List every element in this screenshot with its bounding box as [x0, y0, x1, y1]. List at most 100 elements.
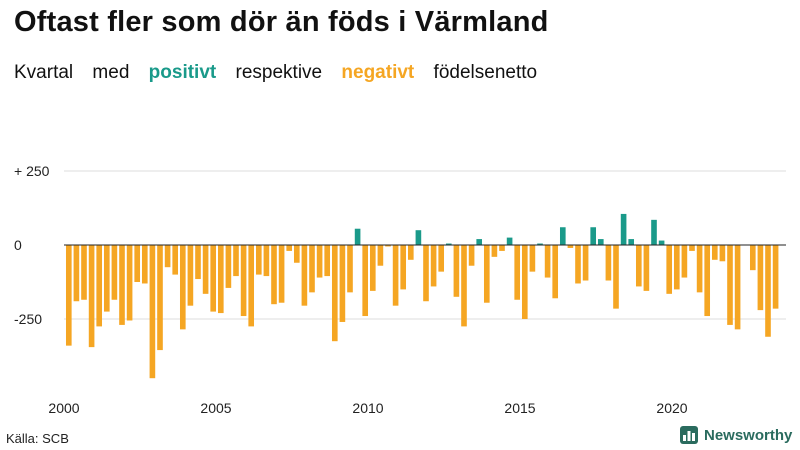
bar — [704, 245, 711, 317]
bar — [567, 245, 574, 248]
bar — [286, 245, 293, 251]
subtitle-word-fodelsenetto: födelsenetto — [433, 62, 538, 83]
bar — [164, 245, 171, 268]
bar — [195, 245, 201, 280]
bar — [590, 227, 597, 245]
bar — [628, 239, 635, 245]
bar — [643, 245, 650, 291]
bar — [681, 245, 688, 278]
x-tick-label: 2000 — [48, 400, 79, 416]
bar — [65, 245, 72, 346]
bar — [278, 245, 285, 303]
y-tick-label: -250 — [14, 311, 42, 327]
bar — [248, 245, 255, 327]
bar — [521, 245, 528, 319]
bar — [605, 245, 612, 281]
bar — [476, 239, 483, 245]
bars — [65, 213, 779, 379]
bar — [415, 230, 422, 245]
bar — [430, 245, 437, 287]
bar — [506, 237, 513, 245]
bar — [233, 245, 239, 277]
bar — [316, 245, 323, 278]
bar — [575, 245, 581, 284]
bar — [141, 245, 148, 284]
bar — [240, 245, 247, 317]
bar — [392, 245, 399, 306]
chart-subtitle: Kvartal med positivt respektive negativt… — [14, 62, 551, 84]
bar — [559, 227, 566, 245]
bar — [225, 245, 232, 288]
bar — [673, 245, 680, 290]
legend-positive: positivt — [148, 62, 217, 83]
bar — [369, 245, 376, 291]
newsworthy-logo-icon — [680, 426, 698, 444]
bar — [187, 245, 194, 306]
bar — [597, 239, 604, 245]
y-tick-label: 0 — [14, 237, 22, 253]
bar — [544, 245, 551, 278]
bar — [552, 245, 559, 299]
bar — [727, 245, 733, 325]
bar — [301, 245, 308, 306]
bar — [324, 245, 331, 277]
bar — [385, 245, 391, 247]
bar — [772, 245, 779, 309]
bar — [400, 245, 407, 290]
bar — [491, 245, 498, 257]
axes: + 250 0 -250 2000 2005 2010 2015 2020 — [14, 163, 786, 416]
bar — [103, 245, 110, 312]
bar — [537, 243, 543, 245]
bar — [119, 245, 125, 325]
bar — [613, 245, 619, 309]
bar — [354, 228, 361, 245]
x-tick-label: 2020 — [656, 400, 687, 416]
bar — [179, 245, 186, 330]
bar — [217, 245, 224, 314]
bar — [666, 245, 673, 294]
subtitle-word-respektive: respektive — [235, 62, 323, 83]
bar — [255, 245, 262, 275]
bar — [620, 213, 627, 245]
bar — [696, 245, 703, 293]
subtitle-word-kvartal: Kvartal — [14, 62, 74, 83]
bar — [468, 245, 475, 266]
bar — [149, 245, 156, 379]
bar — [757, 245, 764, 311]
bar — [202, 245, 209, 294]
bar — [499, 245, 505, 251]
brand-logo: Newsworthy — [680, 426, 792, 444]
bar — [689, 245, 695, 251]
bar — [407, 245, 414, 260]
bar — [331, 245, 338, 342]
bar — [263, 245, 270, 277]
bar — [377, 245, 384, 266]
bar — [73, 245, 80, 302]
bar — [529, 245, 536, 272]
bar — [483, 245, 490, 303]
x-tick-label: 2015 — [504, 400, 535, 416]
bar — [423, 245, 429, 302]
x-tick-label: 2010 — [352, 400, 383, 416]
bar — [293, 245, 300, 263]
bar — [362, 245, 369, 317]
bar — [309, 245, 315, 293]
bar — [347, 245, 353, 293]
bar — [651, 219, 657, 245]
bar — [111, 245, 118, 300]
bar — [582, 245, 589, 281]
bar — [711, 245, 718, 260]
bar — [271, 245, 277, 305]
bar — [765, 245, 771, 337]
source-note: Källa: SCB — [6, 431, 69, 446]
chart-title: Oftast fler som dör än föds i Värmland — [14, 6, 549, 38]
bar — [749, 245, 756, 271]
bar — [157, 245, 163, 351]
bar — [126, 245, 133, 321]
bar — [514, 245, 521, 300]
bar — [339, 245, 346, 322]
x-tick-label: 2005 — [200, 400, 231, 416]
bar — [438, 245, 445, 272]
bar — [445, 243, 452, 245]
